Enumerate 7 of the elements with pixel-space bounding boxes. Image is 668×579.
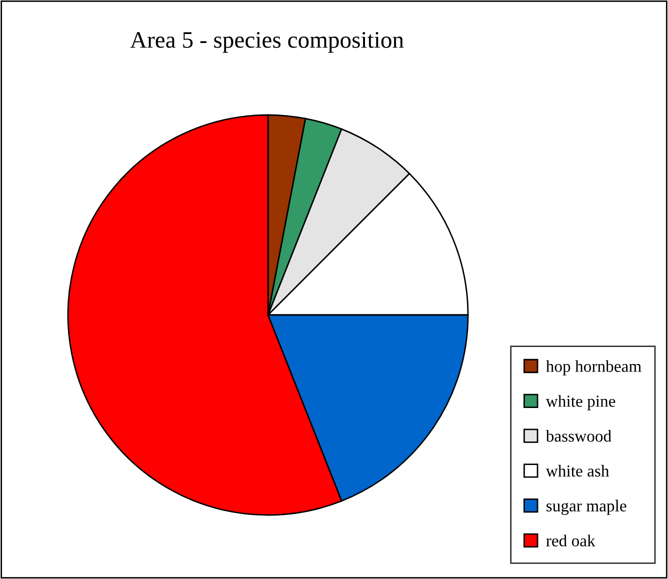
legend-label: red oak — [546, 534, 596, 546]
legend-label: sugar maple — [546, 500, 626, 515]
chart-title: Area 5 - species composition — [130, 32, 404, 53]
legend-label: white pine — [546, 395, 616, 410]
legend-label: hop hornbeam — [546, 360, 642, 376]
legend-label: basswood — [546, 430, 612, 442]
legend-label: white ash — [546, 464, 610, 477]
